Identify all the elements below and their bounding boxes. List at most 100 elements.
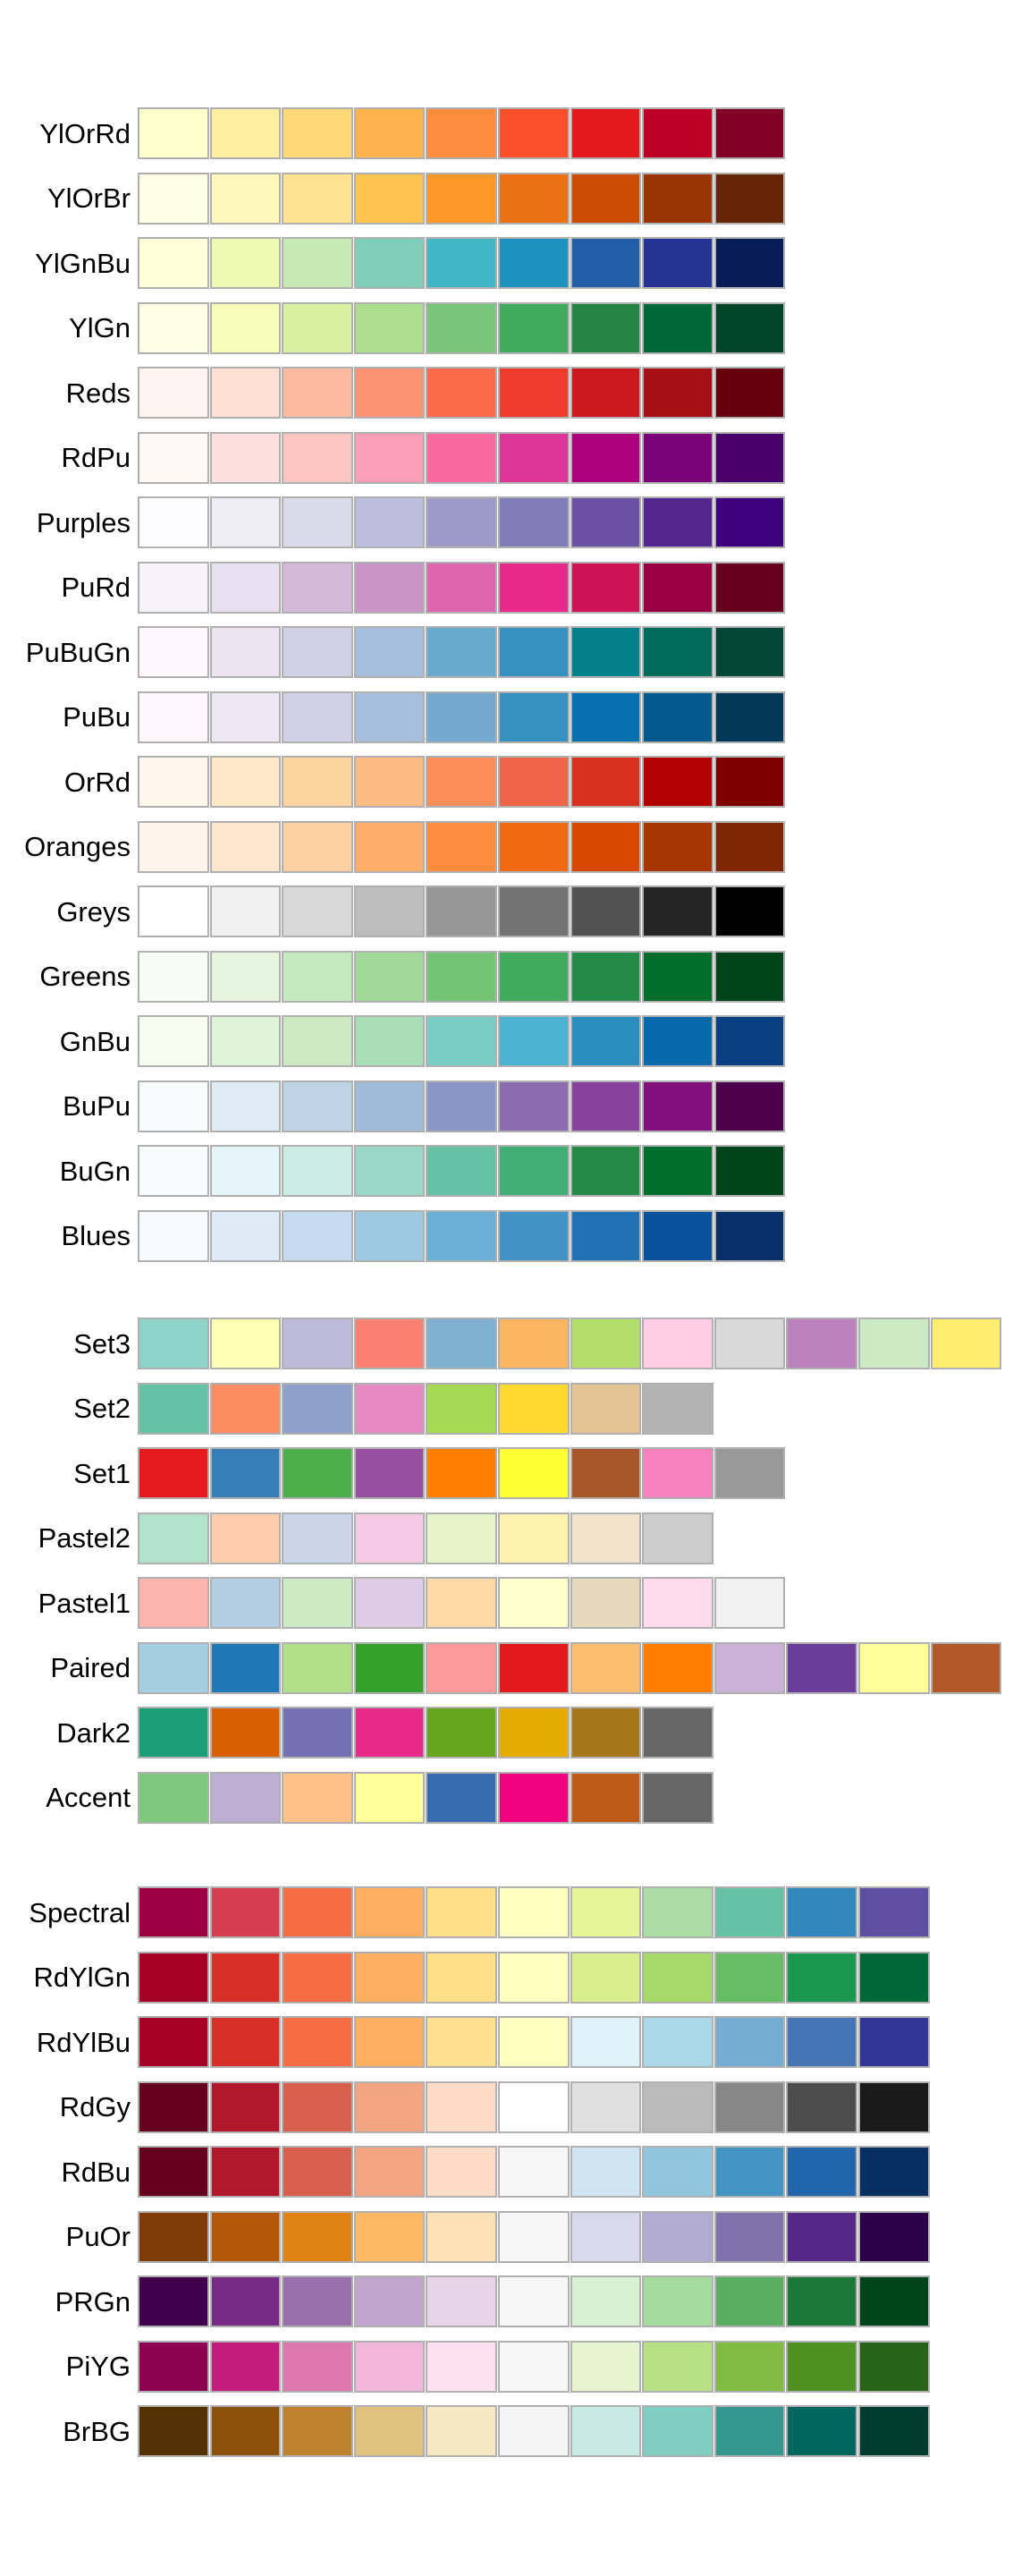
color-swatch <box>209 1145 282 1197</box>
color-swatch <box>209 1951 282 2004</box>
color-swatch <box>353 2275 426 2327</box>
color-swatch <box>642 237 713 289</box>
color-swatch <box>570 301 642 354</box>
color-swatch <box>786 2146 857 2198</box>
palette-swatches <box>138 1951 930 2004</box>
color-swatch <box>570 886 642 937</box>
color-swatch <box>713 301 786 354</box>
palette-row: Accent <box>0 1771 1030 1824</box>
color-swatch <box>138 107 209 159</box>
palette-swatches <box>138 1641 1002 1694</box>
color-swatch <box>497 2080 570 2133</box>
palette-label: PuBu <box>63 701 131 733</box>
palette-label: Greens <box>39 961 131 992</box>
palette-row: Paired <box>0 1641 1030 1694</box>
color-swatch <box>642 561 713 614</box>
palette-label: PuRd <box>61 572 131 603</box>
color-swatch <box>426 1707 497 1758</box>
color-swatch <box>282 367 353 419</box>
color-swatch <box>497 2405 570 2457</box>
palette-row: BuGn <box>0 1145 1030 1197</box>
color-swatch <box>138 1382 209 1435</box>
palette-label: BrBG <box>63 2415 131 2447</box>
palette-row: YlGnBu <box>0 237 1030 289</box>
color-swatch <box>497 1641 570 1694</box>
color-swatch <box>209 1318 282 1369</box>
color-swatch <box>642 2275 713 2327</box>
color-swatch <box>642 1447 713 1499</box>
color-swatch <box>713 626 786 678</box>
palette-section-diverging: Spectral RdYlGn RdYlBu RdGy RdBu PuOr PR… <box>0 1886 1030 2457</box>
palette-swatches <box>138 1577 786 1629</box>
color-swatch <box>570 756 642 808</box>
color-swatch <box>138 367 209 419</box>
color-swatch <box>353 301 426 354</box>
color-swatch <box>138 172 209 225</box>
palette-label: Set3 <box>73 1327 131 1360</box>
palette-row: BuPu <box>0 1080 1030 1132</box>
palette-label: RdGy <box>59 2091 131 2123</box>
color-swatch <box>713 1447 786 1499</box>
color-swatch <box>209 431 282 484</box>
color-swatch <box>497 2016 570 2068</box>
color-swatch <box>497 1318 570 1369</box>
color-swatch <box>570 1145 642 1197</box>
color-swatch <box>426 626 497 678</box>
palette-label: PuOr <box>65 2221 131 2252</box>
color-swatch <box>713 2405 786 2457</box>
color-swatch <box>282 1771 353 1824</box>
color-swatch <box>713 1209 786 1262</box>
color-swatch <box>570 1318 642 1369</box>
color-swatch <box>353 431 426 484</box>
color-swatch <box>713 1015 786 1067</box>
color-swatch <box>426 691 497 743</box>
color-swatch <box>426 2210 497 2263</box>
color-swatch <box>282 1641 353 1694</box>
color-swatch <box>642 301 713 354</box>
color-swatch <box>426 1641 497 1694</box>
color-swatch <box>426 886 497 937</box>
color-swatch <box>282 1512 353 1564</box>
color-swatch <box>497 1080 570 1132</box>
color-swatch <box>426 1512 497 1564</box>
color-swatch <box>282 2016 353 2068</box>
palette-row: Spectral <box>0 1886 1030 1938</box>
palette-swatches <box>138 2340 930 2393</box>
palette-swatches <box>138 172 786 225</box>
color-swatch <box>786 1951 857 2004</box>
color-swatch <box>497 496 570 548</box>
color-swatch <box>282 1707 353 1758</box>
color-swatch <box>713 561 786 614</box>
color-swatch <box>497 367 570 419</box>
color-swatch <box>497 107 570 159</box>
palette-row: Reds <box>0 367 1030 419</box>
palette-swatches <box>138 691 786 743</box>
color-swatch <box>426 2016 497 2068</box>
color-swatch <box>642 172 713 225</box>
palette-label: Purples <box>36 506 131 538</box>
color-swatch <box>138 2080 209 2133</box>
color-swatch <box>353 1318 426 1369</box>
color-swatch <box>497 1015 570 1067</box>
color-swatch <box>353 950 426 1003</box>
color-swatch <box>713 2340 786 2393</box>
color-swatch <box>570 1015 642 1067</box>
color-swatch <box>209 107 282 159</box>
palette-swatches <box>138 2146 930 2198</box>
color-swatch <box>138 2016 209 2068</box>
color-swatch <box>209 2080 282 2133</box>
palette-swatches <box>138 756 786 808</box>
colorbrewer-palette-chart: YlOrRd YlOrBr YlGnBu YlGn Reds RdPu Purp… <box>0 107 1030 2457</box>
palette-row: PuBu <box>0 691 1030 743</box>
palette-label: Accent <box>46 1782 131 1813</box>
color-swatch <box>857 2405 930 2457</box>
color-swatch <box>426 820 497 873</box>
color-swatch <box>497 1951 570 2004</box>
color-swatch <box>786 2016 857 2068</box>
color-swatch <box>426 1318 497 1369</box>
palette-swatches <box>138 1318 1002 1369</box>
color-swatch <box>353 756 426 808</box>
color-swatch <box>353 2016 426 2068</box>
color-swatch <box>282 1318 353 1369</box>
palette-row: Dark2 <box>0 1707 1030 1758</box>
